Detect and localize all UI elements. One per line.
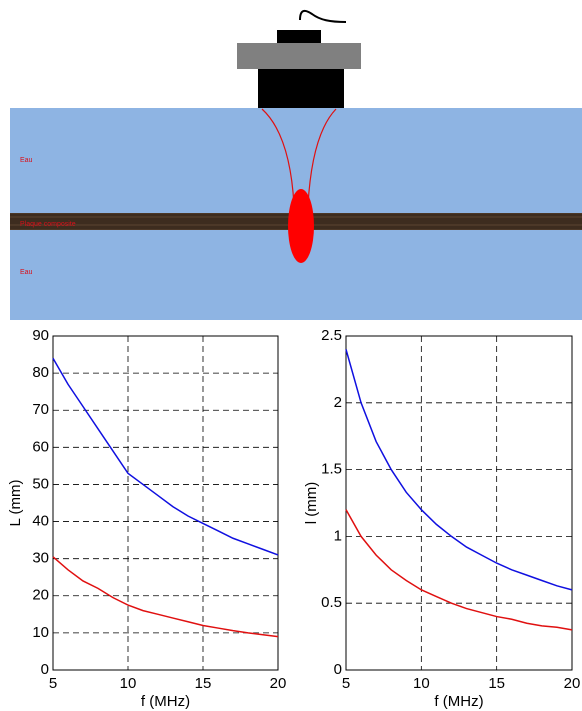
- series-line: [52, 357, 279, 556]
- label: Eau: [20, 269, 33, 276]
- y-tick-label: 0: [41, 661, 49, 678]
- y-tick-label: 1.5: [321, 461, 342, 478]
- y-tick-label: 70: [32, 401, 49, 418]
- x-tick-label: 15: [488, 675, 505, 692]
- holder: [237, 43, 361, 69]
- diagram: Eau Plaque composite Eau: [10, 9, 582, 320]
- y-tick-label: 10: [32, 624, 49, 641]
- y-tick-label: 80: [32, 364, 49, 381]
- y-tick-label: 20: [32, 587, 49, 604]
- y-tick-label: 1: [334, 527, 342, 544]
- y-tick-label: 40: [32, 513, 49, 530]
- y-tick-label: 50: [32, 475, 49, 492]
- y-tick-label: 90: [32, 327, 49, 344]
- connector: [277, 30, 321, 44]
- label: Plaque composite: [20, 221, 76, 228]
- x-axis-label: f (MHz): [141, 693, 190, 710]
- y-tick-label: 0.5: [321, 594, 342, 611]
- series-line: [345, 509, 573, 631]
- y-tick-label: 2: [334, 394, 342, 411]
- x-tick-label: 15: [195, 675, 212, 692]
- beam: [261, 108, 337, 206]
- transducer: [258, 69, 344, 109]
- x-tick-label: 10: [413, 675, 430, 692]
- focal-spot: [288, 189, 314, 263]
- x-tick-label: 20: [270, 675, 287, 692]
- x-tick-label: 20: [564, 675, 581, 692]
- cable: [299, 9, 347, 23]
- x-tick-label: 5: [49, 675, 57, 692]
- y-axis-label: l (mm): [303, 482, 320, 524]
- x-tick-label: 5: [342, 675, 350, 692]
- label: Eau: [20, 157, 33, 164]
- y-tick-label: 30: [32, 550, 49, 567]
- y-tick-label: 0: [334, 661, 342, 678]
- series-line: [345, 349, 573, 591]
- series-line: [52, 556, 279, 638]
- plot-frame: [345, 335, 573, 671]
- y-tick-label: 60: [32, 438, 49, 455]
- x-axis-label: f (MHz): [434, 693, 483, 710]
- plot-frame: [52, 335, 279, 671]
- x-tick-label: 10: [120, 675, 137, 692]
- y-axis-label: L (mm): [7, 480, 24, 527]
- y-tick-label: 2.5: [321, 327, 342, 344]
